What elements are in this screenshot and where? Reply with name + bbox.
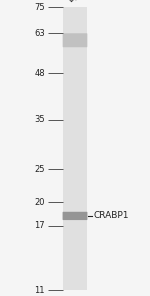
Bar: [63, 7, 87, 290]
Text: 20: 20: [34, 197, 45, 207]
Text: CRABP1: CRABP1: [94, 211, 129, 221]
Text: 35: 35: [34, 115, 45, 124]
Text: 63: 63: [34, 29, 45, 38]
Text: Eye: Eye: [66, 0, 84, 4]
Text: 25: 25: [34, 165, 45, 174]
Text: 17: 17: [34, 221, 45, 231]
FancyBboxPatch shape: [63, 212, 87, 220]
Text: 48: 48: [34, 69, 45, 78]
FancyBboxPatch shape: [63, 33, 87, 47]
Text: 11: 11: [34, 286, 45, 295]
Text: 75: 75: [34, 3, 45, 12]
